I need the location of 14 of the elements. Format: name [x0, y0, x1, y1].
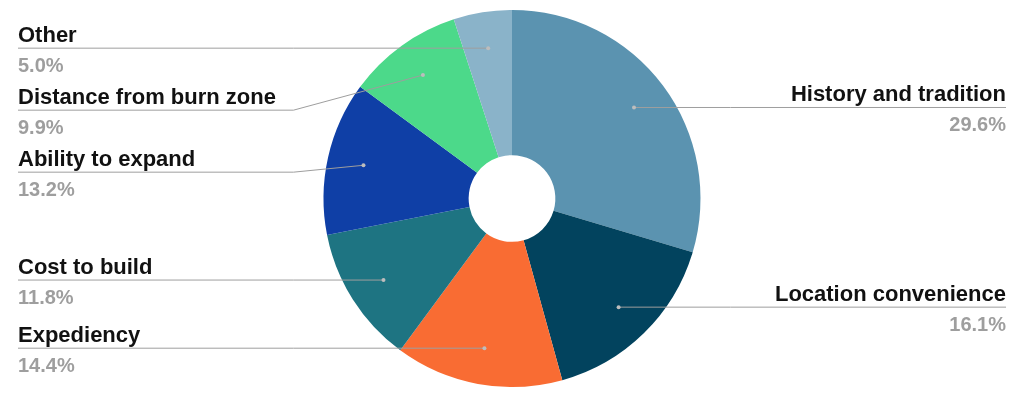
- data-label: 5.0%: [18, 54, 64, 77]
- data-label: 13.2%: [18, 178, 75, 201]
- slice-label: Cost to build: [18, 254, 153, 280]
- data-label: 11.8%: [18, 286, 74, 309]
- slice-label: Distance from burn zone: [18, 84, 276, 110]
- slice-label: History and tradition: [790, 81, 1006, 107]
- data-label: 29.6%: [949, 113, 1007, 136]
- slice-label: Other: [18, 22, 78, 48]
- slice-label: Expediency: [18, 322, 142, 348]
- slice-label: Location convenience: [774, 281, 1006, 307]
- data-label: 14.4%: [18, 354, 75, 377]
- data-label: 16.1%: [949, 313, 1007, 336]
- slice-label: Ability to expand: [18, 146, 196, 172]
- data-label: 9.9%: [18, 116, 64, 139]
